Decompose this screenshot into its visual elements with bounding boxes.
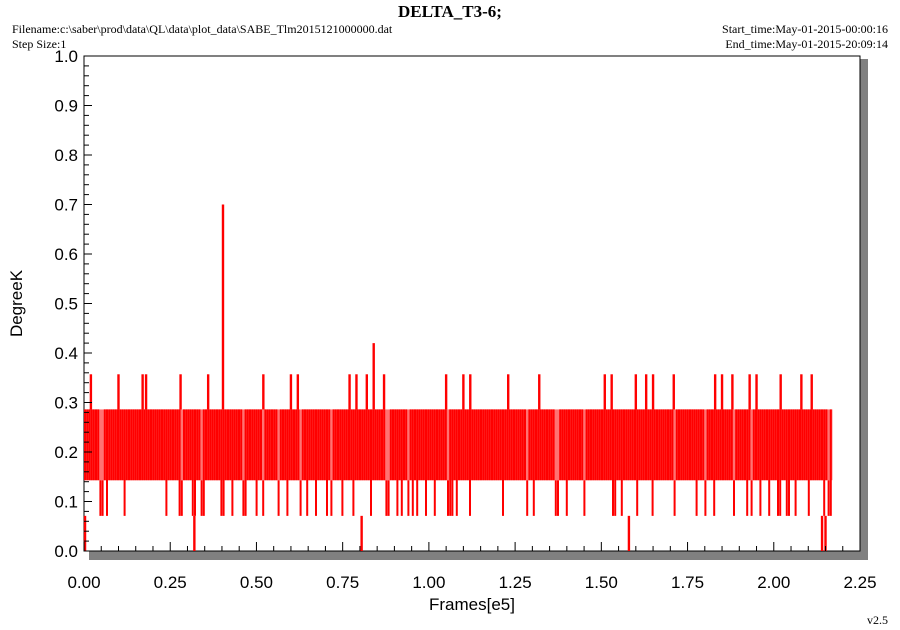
y-tick-label: 0.3 [54,394,78,413]
x-tick-label: 1.50 [585,573,618,592]
y-tick-label: 0.0 [54,542,78,561]
x-tick-label: 2.00 [757,573,790,592]
start-time-label: Start_time:May-01-2015-00:00:16 [722,22,888,36]
y-tick-label: 0.9 [54,97,78,116]
series-dense-band [85,409,833,481]
axis-layer: 0.0 0.1 0.2 0.3 0.4 0.5 0.6 0.7 0.8 0.9 1.0 0.00 0.2… [54,47,876,592]
x-tick-label: 1.25 [499,573,532,592]
version-label: v2.5 [867,613,888,627]
y-tick-label: 0.4 [54,344,78,363]
end-time-label: End_time:May-01-2015-20:09:14 [725,37,888,51]
chart-title: DELTA_T3-6; [398,2,502,21]
y-axis-label: DegreeK [7,269,26,337]
x-tick-label: 0.00 [67,573,100,592]
y-tick-label: 0.7 [54,196,78,215]
series-layer [83,204,833,551]
y-tick-label: 0.8 [54,146,78,165]
x-axis-label: Frames[e5] [429,595,515,614]
y-tick-label: 0.2 [54,443,78,462]
filename-label: Filename:c:\saber\prod\data\QL\data\plot… [12,22,393,36]
step-size-label: Step Size:1 [12,37,67,51]
x-tick-label: 0.50 [240,573,273,592]
x-tick-label: 0.75 [326,573,359,592]
y-tick-label: 0.1 [54,493,78,512]
x-tick-label: 0.25 [154,573,187,592]
y-tick-label: 1.0 [54,47,78,66]
y-tick-label: 0.5 [54,295,78,314]
x-tick-label: 1.75 [671,573,704,592]
x-tick-label: 2.25 [843,573,876,592]
y-tick-label: 0.6 [54,245,78,264]
x-tick-label: 1.00 [412,573,445,592]
